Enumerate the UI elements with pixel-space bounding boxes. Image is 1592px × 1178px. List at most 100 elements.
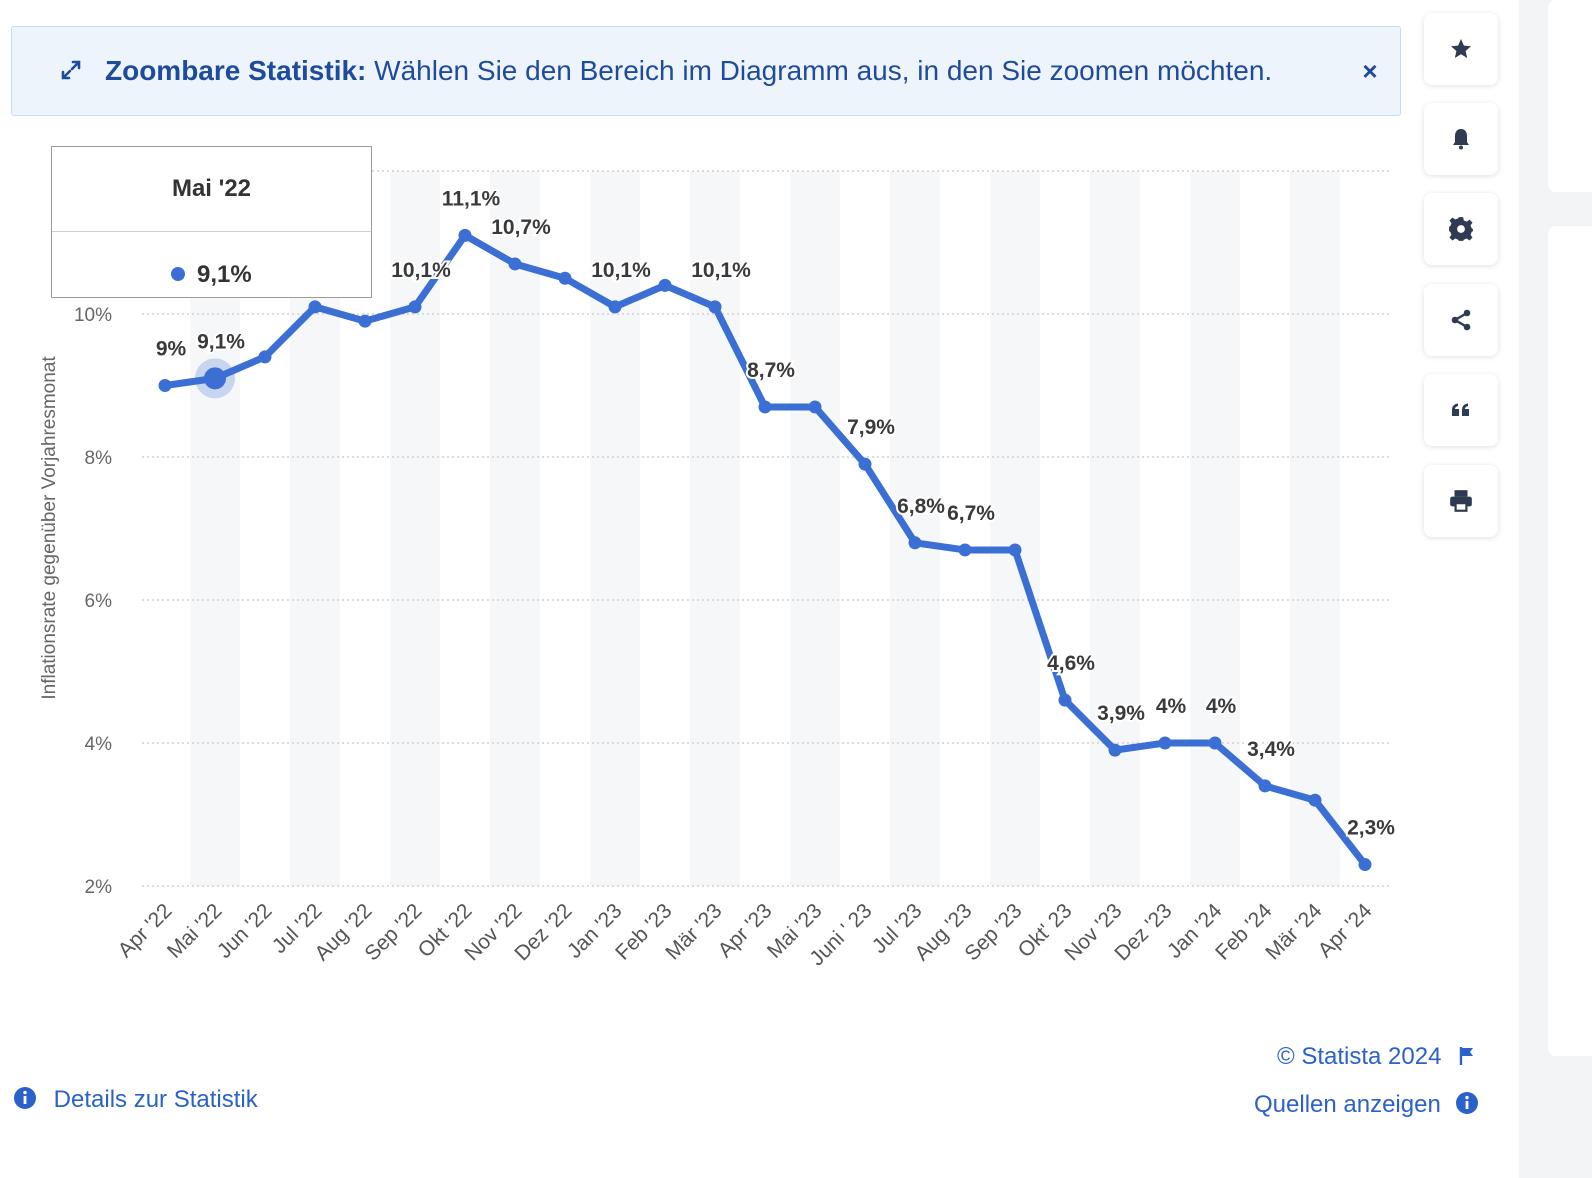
data-point[interactable] <box>958 543 972 557</box>
x-tick-label: Sep '22 <box>360 899 426 965</box>
data-point[interactable] <box>708 300 722 314</box>
data-point[interactable] <box>1158 736 1172 750</box>
banner-message: Wählen Sie den Bereich im Diagramm aus, … <box>366 55 1273 86</box>
right-panel-card <box>1548 226 1592 1056</box>
x-tick-label: Mär '23 <box>661 899 726 964</box>
expand-icon <box>61 60 81 80</box>
data-point[interactable] <box>1208 736 1222 750</box>
x-tick-label: Sep '23 <box>960 899 1026 965</box>
y-tick-label: 8% <box>85 448 113 469</box>
x-tick-label: Apr '22 <box>114 899 177 962</box>
data-point[interactable] <box>204 367 226 390</box>
x-tick-label: Mär '24 <box>1261 899 1327 965</box>
data-point[interactable] <box>458 228 472 242</box>
data-label: 8,7% <box>747 359 795 382</box>
x-tick-label: Dez '23 <box>1110 899 1176 965</box>
chart-tooltip: Mai '22 9,1% <box>51 146 372 298</box>
column-band <box>490 171 540 886</box>
data-point[interactable] <box>1358 858 1372 872</box>
sources-text: Quellen anzeigen <box>1254 1091 1441 1118</box>
data-label: 6,8% <box>897 495 945 518</box>
settings-button[interactable] <box>1424 193 1498 265</box>
data-label: 7,9% <box>847 416 895 439</box>
data-point[interactable] <box>1108 743 1122 757</box>
print-icon <box>1450 490 1472 512</box>
x-tick-label: Mai '22 <box>163 899 227 963</box>
data-label: 11,1% <box>442 187 501 210</box>
cite-button[interactable] <box>1424 374 1498 446</box>
data-label: 10,1% <box>391 259 451 282</box>
copyright-text: © Statista 2024 <box>1277 1043 1442 1070</box>
details-text: Details zur Statistik <box>53 1086 258 1113</box>
y-tick-label: 10% <box>74 305 112 326</box>
data-point[interactable] <box>758 400 772 414</box>
y-tick-label: 4% <box>85 734 113 755</box>
tooltip-title: Mai '22 <box>52 147 371 232</box>
data-label: 6,7% <box>947 502 995 525</box>
column-band <box>890 171 940 886</box>
column-band <box>990 171 1040 886</box>
y-tick-label: 2% <box>85 877 113 898</box>
data-label: 3,9% <box>1097 702 1145 725</box>
column-band <box>390 171 440 886</box>
column-band <box>790 171 840 886</box>
column-band <box>690 171 740 886</box>
flag-icon <box>1459 1047 1474 1065</box>
bell-icon <box>1453 129 1469 150</box>
data-point[interactable] <box>558 271 572 285</box>
info-icon <box>14 1087 36 1109</box>
banner-title: Zoombare Statistik: <box>105 55 367 86</box>
data-point[interactable] <box>608 300 622 314</box>
x-tick-label: Apr '24 <box>1314 899 1377 962</box>
data-point[interactable] <box>658 278 672 292</box>
data-label: 4% <box>1206 695 1237 718</box>
data-label: 2,3% <box>1347 817 1395 840</box>
data-label: 4% <box>1156 695 1187 718</box>
zoom-info-banner: Zoombare Statistik: Wählen Sie den Berei… <box>11 26 1401 116</box>
column-band <box>1290 171 1340 886</box>
notification-button[interactable] <box>1424 103 1498 175</box>
data-label: 9,1% <box>197 330 245 353</box>
data-point[interactable] <box>258 350 272 364</box>
column-band <box>590 171 640 886</box>
data-point[interactable] <box>908 536 922 550</box>
data-label: 10,1% <box>591 259 651 282</box>
copyright-link[interactable]: © Statista 2024 <box>1277 1043 1476 1071</box>
data-point[interactable] <box>1308 793 1322 807</box>
star-icon <box>1451 39 1471 58</box>
tooltip-series-marker <box>171 267 185 281</box>
data-point[interactable] <box>858 457 872 471</box>
close-icon[interactable]: × <box>1362 56 1378 86</box>
data-point[interactable] <box>358 314 372 328</box>
gear-icon <box>1449 217 1473 241</box>
data-point[interactable] <box>158 379 172 392</box>
sources-link[interactable]: Quellen anzeigen <box>1254 1091 1479 1119</box>
right-panel-card <box>1548 0 1592 192</box>
data-label: 3,4% <box>1247 738 1295 761</box>
data-point[interactable] <box>408 300 422 314</box>
x-tick-label: Jun '22 <box>213 899 277 963</box>
column-band <box>1090 171 1140 886</box>
data-point[interactable] <box>1058 693 1072 707</box>
print-button[interactable] <box>1424 465 1498 537</box>
series-line <box>161 231 1369 869</box>
x-tick-label: Dez '22 <box>510 899 576 965</box>
y-axis-title: Inflationsrate gegenüber Vorjahresmonat <box>39 356 60 700</box>
data-point[interactable] <box>1258 779 1272 793</box>
data-label: 9% <box>156 338 187 361</box>
x-tick-label: Apr '23 <box>714 899 777 962</box>
data-point[interactable] <box>808 400 822 414</box>
favorite-button[interactable] <box>1424 13 1498 85</box>
y-tick-label: 6% <box>85 591 113 612</box>
share-button[interactable] <box>1424 284 1498 356</box>
data-label: 4,6% <box>1047 652 1095 675</box>
tooltip-value: 9,1% <box>197 261 252 288</box>
column-band <box>1190 171 1240 886</box>
info-icon <box>1456 1092 1479 1114</box>
quote-icon <box>1452 403 1469 416</box>
data-point[interactable] <box>308 300 322 314</box>
share-icon <box>1451 309 1471 331</box>
details-link[interactable]: Details zur Statistik <box>13 1086 258 1114</box>
data-point[interactable] <box>508 257 522 271</box>
data-point[interactable] <box>1008 543 1022 557</box>
